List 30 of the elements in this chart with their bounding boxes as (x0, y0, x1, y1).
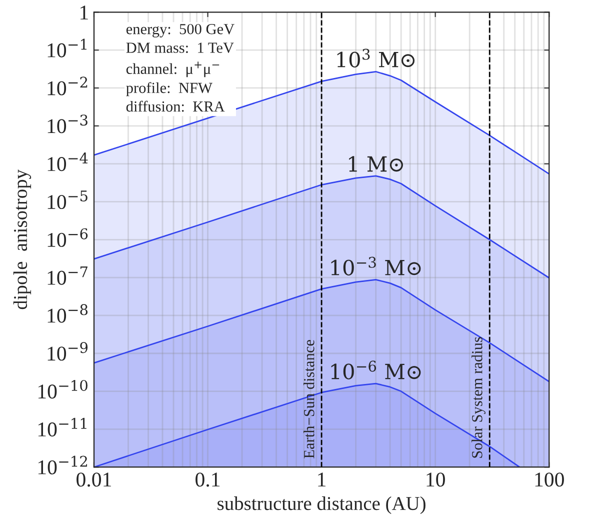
annotation: DM mass: 1 TeV (126, 42, 234, 53)
ref-line-label: Earth−Sun distance (304, 340, 314, 458)
y-axis-title: dipole anisotropy (13, 170, 32, 310)
y-tick-label: 10$^{−7}$ (48, 266, 88, 285)
series-label: 1 M⊙ (349, 156, 403, 172)
y-tick-label: 10$^{−8}$ (48, 304, 88, 323)
x-tick-label: 0.1 (196, 472, 220, 487)
y-tick-label: 10$^{−9}$ (48, 342, 88, 361)
series-label: 10$^{−6}$ M⊙ (331, 360, 421, 380)
y-tick-label: 10$^{−6}$ (48, 228, 88, 247)
y-tick-label: 10$^{−2}$ (48, 76, 88, 96)
y-tick-label: 10$^{−3}$ (48, 114, 88, 134)
x-tick-label: 0.01 (76, 472, 111, 487)
annotation: profile: NFW (126, 82, 212, 96)
annotation: energy: 500 GeV (126, 24, 234, 38)
y-tick-label: 10$^{−11}$ (38, 418, 86, 436)
x-tick-label: 100 (535, 472, 564, 487)
y-tick-label: 10$^{−4}$ (48, 152, 88, 172)
annotation: diffusion: KRA (126, 100, 225, 112)
x-axis-title: substructure distance (AU) (218, 496, 426, 514)
x-tick-label: 10 (426, 472, 445, 487)
series-label: 10$^{3}$ M⊙ (337, 48, 415, 68)
ref-line-label: Solar System radius (472, 337, 486, 458)
series-label: 10$^{−3}$ M⊙ (331, 256, 421, 276)
y-tick-label: 10$^{−10}$ (38, 380, 88, 399)
x-tick-label: 1 (318, 472, 326, 486)
annotation: channel: μ$^{+}$μ$^{−}$ (126, 62, 220, 78)
y-tick-label: 1 (80, 6, 88, 20)
y-tick-label: 10$^{−1}$ (48, 38, 86, 58)
y-tick-label: 10$^{−5}$ (48, 190, 88, 210)
